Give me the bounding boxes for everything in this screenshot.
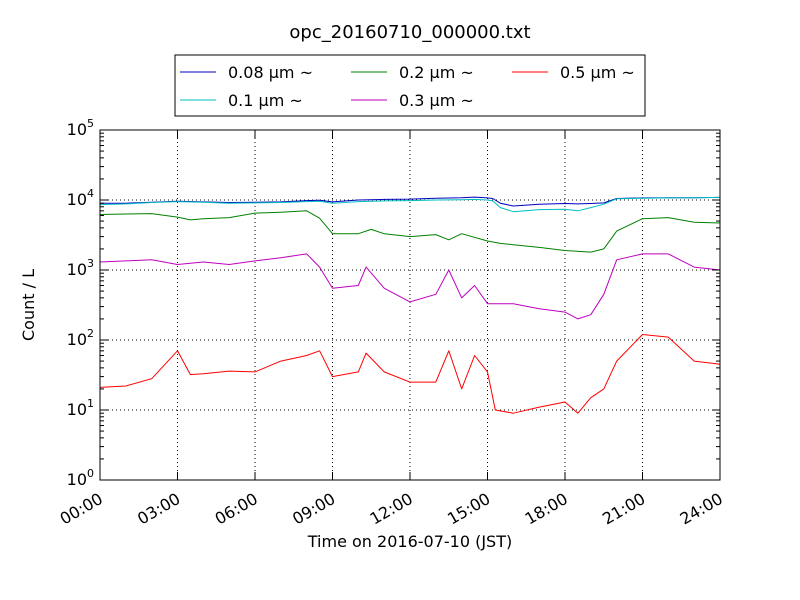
x-tick-label: 24:00: [677, 489, 726, 529]
y-tick-label: 105: [67, 117, 94, 139]
x-tick-label: 15:00: [444, 489, 493, 529]
x-tick-label: 06:00: [212, 489, 261, 529]
x-tick-label: 21:00: [599, 489, 648, 529]
x-axis-label: Time on 2016-07-10 (JST): [307, 532, 512, 551]
y-tick-label: 101: [67, 397, 94, 419]
y-tick-exponent: 5: [87, 117, 94, 130]
x-tick-label: 00:00: [57, 489, 106, 529]
y-tick-base: 10: [67, 470, 87, 489]
x-tick-label: 12:00: [367, 489, 416, 529]
axis-ticks: 00:00 03:00 06:00 09:00 12:00 15:00 18:00 21:00…: [57, 117, 726, 529]
legend-label-4: 0.5 μm ~: [560, 63, 635, 82]
chart-title: opc_20160710_000000.txt: [289, 22, 530, 43]
series-line-3: [99, 253, 721, 320]
series-lines: [99, 196, 721, 414]
series-line-4: [99, 334, 721, 414]
y-tick-base: 10: [67, 120, 87, 139]
y-tick-exponent: 0: [87, 467, 94, 480]
y-tick-exponent: 2: [87, 327, 94, 340]
y-tick-base: 10: [67, 260, 87, 279]
x-tick-label: 18:00: [522, 489, 571, 529]
grid: [100, 130, 720, 480]
y-tick-base: 10: [67, 400, 87, 419]
y-tick-label: 104: [67, 187, 94, 209]
legend-label-2: 0.2 μm ~: [399, 63, 474, 82]
y-tick-exponent: 3: [87, 257, 94, 270]
y-tick-exponent: 4: [87, 187, 94, 200]
x-tick-label: 09:00: [289, 489, 338, 529]
y-axis-label: Count / L: [19, 269, 38, 341]
series-line-1: [99, 196, 721, 213]
y-tick-base: 10: [67, 330, 87, 349]
y-tick-label: 102: [67, 327, 94, 349]
y-tick-exponent: 1: [87, 397, 94, 410]
y-tick-label: 103: [67, 257, 94, 279]
legend-box: [174, 54, 646, 117]
y-tick-label: 100: [67, 467, 94, 489]
legend-label-0: 0.08 μm ~: [228, 63, 313, 82]
series-line-2: [99, 210, 721, 253]
series-line-0: [100, 196, 721, 207]
legend: 0.08 μm ~ 0.1 μm ~ 0.2 μm ~ 0.3 μm ~ 0.5 μm …: [174, 54, 646, 117]
y-tick-base: 10: [67, 190, 87, 209]
x-tick-label: 03:00: [134, 489, 183, 529]
legend-label-3: 0.3 μm ~: [399, 91, 474, 110]
legend-label-1: 0.1 μm ~: [228, 91, 303, 110]
